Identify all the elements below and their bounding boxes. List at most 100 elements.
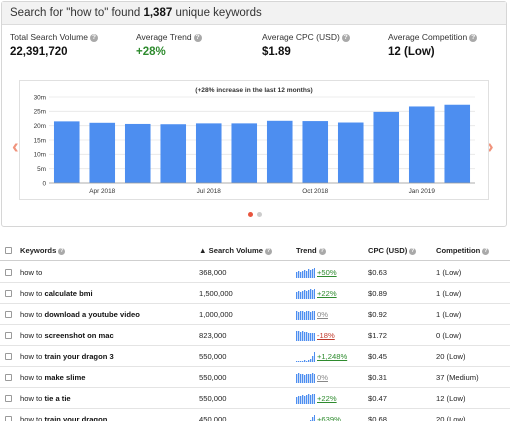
sparkline-bar: [300, 292, 302, 299]
carousel-dot-active[interactable]: [248, 212, 253, 217]
table-row[interactable]: how to 368,000 +50% $0.63 1 (Low): [0, 263, 510, 283]
sparkline-bar: [298, 271, 300, 278]
help-icon[interactable]: ?: [89, 33, 98, 42]
chart-bar: [302, 121, 329, 183]
sparkline-bar: [304, 270, 306, 278]
help-icon[interactable]: ?: [58, 247, 66, 255]
table-row[interactable]: how to train your dragon 3 550,000 +1,248%…: [0, 347, 510, 367]
trend-value[interactable]: +22%: [317, 289, 337, 298]
select-all-checkbox[interactable]: [5, 247, 12, 254]
stat-label-average-trend: Average Trend?: [136, 32, 202, 42]
x-tick-label: Jan 2019: [409, 188, 436, 195]
col-keywords[interactable]: Keywords?: [20, 246, 66, 255]
sparkline-bar: [310, 333, 312, 341]
keyword-cell[interactable]: how to: [20, 268, 43, 277]
sparkline-bar: [312, 417, 314, 421]
volume-cell: 550,000: [199, 373, 227, 382]
sparkline-bar: [308, 311, 310, 320]
keyword-cell[interactable]: how to train your dragon: [20, 415, 108, 421]
table-row[interactable]: how to download a youtube video 1,000,000…: [0, 305, 510, 325]
help-icon[interactable]: ?: [318, 247, 326, 255]
keyword-cell[interactable]: how to make slime: [20, 373, 86, 382]
trend-sparkline: [296, 331, 315, 341]
help-icon[interactable]: ?: [264, 247, 272, 255]
row-checkbox[interactable]: [5, 332, 12, 339]
keyword-cell[interactable]: how to tie a tie: [20, 394, 71, 403]
sparkline-bar: [314, 311, 315, 320]
keyword-cell[interactable]: how to calculate bmi: [20, 289, 93, 298]
y-tick-label: 20m: [34, 123, 46, 130]
chart-bar: [266, 120, 293, 183]
chart-bar: [124, 123, 151, 183]
cpc-cell: $0.68: [368, 415, 388, 421]
sparkline-bar: [306, 374, 308, 383]
row-checkbox[interactable]: [5, 395, 12, 402]
trend-value[interactable]: +639%: [317, 415, 341, 421]
carousel-dot[interactable]: [257, 212, 262, 217]
stat-value-average-trend: +28%: [136, 46, 166, 58]
row-checkbox[interactable]: [5, 290, 12, 297]
trend-value[interactable]: -18%: [317, 331, 335, 340]
sparkline-bar: [296, 397, 298, 404]
volume-cell: 1,500,000: [199, 289, 233, 298]
volume-cell: 368,000: [199, 268, 227, 277]
cpc-cell: $1.72: [368, 331, 388, 340]
sort-up-icon: ▲: [199, 246, 207, 255]
chevron-right-icon[interactable]: ›: [487, 136, 494, 158]
help-icon[interactable]: ?: [409, 247, 417, 255]
sparkline-bar: [298, 396, 300, 404]
x-tick-label: Jul 2018: [197, 188, 222, 195]
sparkline-bar: [306, 361, 308, 362]
sparkline-bar: [314, 394, 315, 404]
col-search-volume[interactable]: ▲ Search Volume?: [199, 246, 272, 255]
volume-cell: 550,000: [199, 394, 227, 403]
keyword-cell[interactable]: how to download a youtube video: [20, 310, 140, 319]
sparkline-bar: [308, 290, 310, 299]
row-checkbox[interactable]: [5, 374, 12, 381]
sparkline-bar: [302, 361, 304, 362]
table-row[interactable]: how to train your dragon 450,000 +639% $0.6…: [0, 410, 510, 421]
keyword-cell[interactable]: how to screenshot on mac: [20, 331, 114, 340]
trend-value[interactable]: +22%: [317, 394, 337, 403]
sparkline-bar: [312, 394, 314, 404]
competition-cell: 37 (Medium): [436, 373, 479, 382]
trend-value[interactable]: 0%: [317, 373, 328, 382]
keyword-cell[interactable]: how to train your dragon 3: [20, 352, 114, 361]
sparkline-bar: [312, 311, 314, 320]
table-row[interactable]: how to screenshot on mac 823,000 -18% $1.72…: [0, 326, 510, 346]
sparkline-bar: [314, 374, 315, 383]
row-checkbox[interactable]: [5, 269, 12, 276]
x-tick-label: Oct 2018: [302, 188, 328, 195]
col-cpc[interactable]: CPC (USD)?: [368, 246, 417, 255]
help-icon[interactable]: ?: [341, 33, 350, 42]
competition-cell: 1 (Low): [436, 289, 462, 298]
table-row[interactable]: how to tie a tie 550,000 +22% $0.47 12 (Low): [0, 389, 510, 409]
sparkline-bar: [296, 374, 298, 383]
row-checkbox[interactable]: [5, 353, 12, 360]
sparkline-bar: [310, 312, 312, 320]
chevron-left-icon[interactable]: ‹: [12, 136, 19, 158]
table-row[interactable]: how to make slime 550,000 0% $0.31 37 (Mediu…: [0, 368, 510, 388]
sparkline-bar: [310, 395, 312, 404]
trend-value[interactable]: +50%: [317, 268, 337, 277]
trend-value[interactable]: +1,248%: [317, 352, 348, 361]
row-checkbox[interactable]: [5, 311, 12, 318]
help-icon[interactable]: ?: [469, 33, 478, 42]
sparkline-bar: [304, 360, 306, 362]
y-tick-label: 5m: [37, 166, 46, 173]
col-trend[interactable]: Trend?: [296, 246, 326, 255]
keyword-count: 1,387: [143, 7, 173, 19]
table-row[interactable]: how to calculate bmi 1,500,000 +22% $0.89 1 …: [0, 284, 510, 304]
help-icon[interactable]: ?: [482, 247, 490, 255]
volume-cell: 1,000,000: [199, 310, 233, 319]
keyword-summary-panel: Search for "how to" found 1,387 unique k…: [1, 1, 507, 227]
volume-cell: 550,000: [199, 352, 227, 361]
sparkline-bar: [312, 356, 314, 362]
trend-value[interactable]: 0%: [317, 310, 328, 319]
help-icon[interactable]: ?: [193, 33, 202, 42]
sparkline-bar: [312, 290, 314, 299]
row-checkbox[interactable]: [5, 416, 12, 421]
sparkline-bar: [302, 311, 304, 320]
col-competition[interactable]: Competition?: [436, 246, 490, 255]
sparkline-bar: [296, 361, 298, 362]
